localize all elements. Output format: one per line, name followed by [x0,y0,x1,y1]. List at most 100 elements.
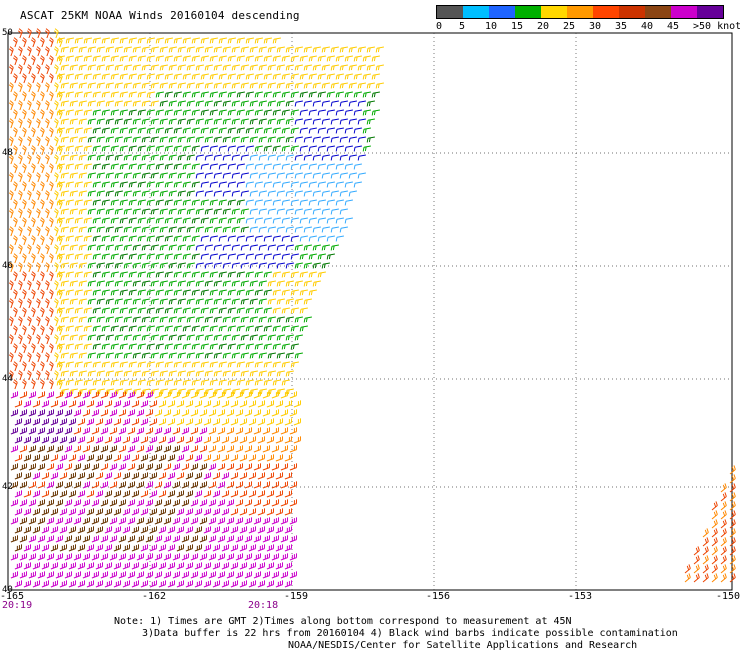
wind-barb [52,173,59,182]
wind-barb [138,74,147,79]
wind-barb [106,119,115,124]
wind-barb [199,499,208,506]
wind-barb [77,454,86,461]
wind-barb [228,308,237,313]
wind-barb [291,326,300,331]
wind-barb [151,83,160,88]
wind-barb [214,245,223,250]
wind-barb [91,571,100,578]
wind-barb [120,110,129,115]
wind-barb [50,436,59,443]
wind-barb [20,308,27,317]
wind-barb [246,380,255,385]
wind-barb [70,335,79,340]
wind-barb [38,92,45,101]
wind-barb [70,245,79,250]
wind-barb [140,508,149,515]
wind-barb [131,580,140,587]
wind-barb [304,101,313,106]
wind-barb [268,191,277,196]
wind-barb [178,65,187,70]
wind-barb [43,371,50,380]
wind-barb [93,218,102,223]
wind-barb [266,418,275,425]
wind-barb [169,317,178,322]
wind-barb [336,164,345,169]
wind-barb [284,544,293,551]
wind-barb [28,553,37,560]
wind-barb [20,218,27,227]
wind-barb [228,92,237,97]
wind-barb [97,281,106,286]
wind-barb [277,173,286,178]
wind-barb [262,571,271,578]
wind-barb [219,146,228,151]
wind-barb [313,65,322,70]
wind-barb [131,418,140,425]
wind-barb [75,56,84,61]
wind-barb [709,555,718,564]
wind-barb [210,290,219,295]
wind-barb [29,56,36,65]
wind-barb [100,553,109,560]
wind-barb [154,517,163,524]
wind-barb [255,164,264,169]
wind-barb [237,380,246,385]
wind-barb [255,56,264,61]
wind-barb [84,326,93,331]
wind-barb [118,553,127,560]
wind-barb [11,74,18,83]
wind-barb [367,47,376,52]
wind-barb [223,119,232,124]
wind-barb [208,463,217,470]
wind-barb [115,155,124,160]
wind-barb [273,164,282,169]
wind-barb [183,326,192,331]
wind-barb [52,317,59,326]
wind-barb [20,344,27,353]
wind-barb [34,191,41,200]
wind-barb [217,427,226,434]
wind-barb [250,65,259,70]
wind-barb [313,191,322,196]
wind-barb [248,580,257,587]
wind-barb [120,344,129,349]
wind-barb [43,191,50,200]
wind-barb [210,56,219,61]
wind-barb [97,227,106,232]
wind-barb [73,517,82,524]
wind-barb [147,38,156,43]
wind-barb [138,38,147,43]
wind-barb [131,472,140,479]
wind-barb [75,38,84,43]
wind-barb [115,209,124,214]
wind-barb [111,362,120,367]
wind-barb [47,236,54,245]
wind-barb [136,571,145,578]
wind-barb [250,317,259,322]
wind-barb [185,562,194,569]
wind-barb [38,164,45,173]
wind-barb [718,537,727,546]
wind-barb [111,344,120,349]
wind-barb [376,47,385,52]
wind-barb [194,418,203,425]
wind-barb [147,362,156,367]
wind-barb [38,380,45,389]
wind-barb [133,137,142,142]
wind-barb [66,200,75,205]
wind-barb [129,164,138,169]
wind-barb [59,418,68,425]
wind-barb [275,544,284,551]
wind-barb [93,362,102,367]
wind-barb [169,47,178,52]
wind-barb [345,74,354,79]
wind-barb [340,155,349,160]
wind-barb [223,227,232,232]
wind-barb [223,83,232,88]
wind-barb [336,74,345,79]
wind-barb [259,209,268,214]
wind-barb [223,371,232,376]
wind-barb [203,490,212,497]
wind-barb [340,101,349,106]
